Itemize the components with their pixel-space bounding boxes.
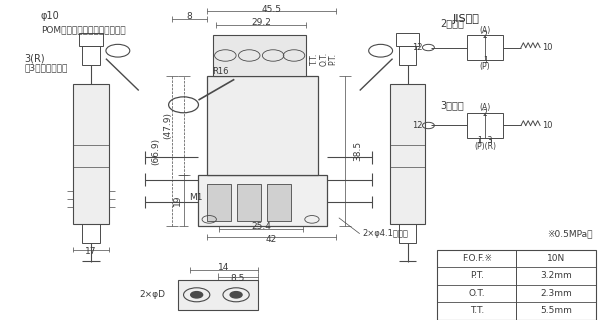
Bar [178,280,258,310]
Text: (47.9): (47.9) [163,112,172,139]
Text: JIS記号: JIS記号 [452,14,479,24]
Text: 17: 17 [85,247,97,256]
Text: 2×φ4.1取付穴: 2×φ4.1取付穴 [363,229,409,238]
Bar [398,224,416,243]
Bar [467,113,503,138]
Text: P.T.: P.T. [328,53,337,65]
Text: 2.3mm: 2.3mm [540,289,572,298]
Bar [467,35,503,60]
Bar [79,33,103,46]
Text: (A): (A) [479,103,491,112]
Text: F.O.F.※: F.O.F.※ [462,254,492,263]
Text: M1: M1 [190,193,203,202]
Text: (P): (P) [480,62,490,71]
Text: 14: 14 [218,263,229,272]
Text: 8.5: 8.5 [231,274,245,283]
Text: 10: 10 [542,121,553,130]
Circle shape [230,291,242,298]
Bar [389,84,425,224]
Text: (A): (A) [479,26,491,35]
Text: φ10: φ10 [41,11,59,21]
Text: 10: 10 [542,43,553,52]
Bar [395,33,419,46]
Bar [199,175,327,226]
Text: 12: 12 [412,43,422,52]
Text: 38.5: 38.5 [353,141,362,161]
Text: 3ポート: 3ポート [440,100,464,110]
Text: 2: 2 [483,109,488,118]
Bar [437,250,596,320]
Bar [398,46,416,65]
Text: 8: 8 [187,12,193,21]
Text: 5.5mm: 5.5mm [540,306,572,315]
Text: (P)(R): (P)(R) [474,142,496,151]
Text: ※0.5MPa時: ※0.5MPa時 [547,229,593,238]
Text: POMローラまたは硬化鋼ローラ: POMローラまたは硬化鋼ローラ [41,25,125,34]
Text: 3(R): 3(R) [24,54,45,64]
Text: 19: 19 [172,195,181,206]
Text: O.T.: O.T. [469,289,485,298]
Text: O.T.: O.T. [319,52,328,66]
Text: 1  3: 1 3 [478,136,493,145]
Text: 2×φD: 2×φD [140,290,166,299]
Text: 3.2mm: 3.2mm [540,271,572,280]
Bar [214,35,306,76]
Bar [73,84,109,224]
Text: T.T.: T.T. [310,53,319,65]
Text: 10N: 10N [547,254,565,263]
Circle shape [191,291,203,298]
Text: 12: 12 [412,121,422,130]
Text: 1: 1 [483,56,488,65]
Text: 42: 42 [266,235,277,244]
Text: 29.2: 29.2 [251,18,271,27]
Text: R16: R16 [212,67,229,76]
Bar [82,46,100,65]
Text: （3ポートのみ）: （3ポートのみ） [24,64,67,73]
Text: T.T.: T.T. [470,306,484,315]
Text: 45.5: 45.5 [262,5,281,14]
Text: P.T.: P.T. [470,271,484,280]
Text: 25.4: 25.4 [251,222,271,231]
Text: 2ポート: 2ポート [440,19,464,29]
Bar [208,76,318,175]
Bar [267,184,291,221]
Text: 2: 2 [483,31,488,40]
Bar [82,224,100,243]
Bar [237,184,261,221]
Bar [208,184,232,221]
Text: (66.9): (66.9) [151,137,160,165]
